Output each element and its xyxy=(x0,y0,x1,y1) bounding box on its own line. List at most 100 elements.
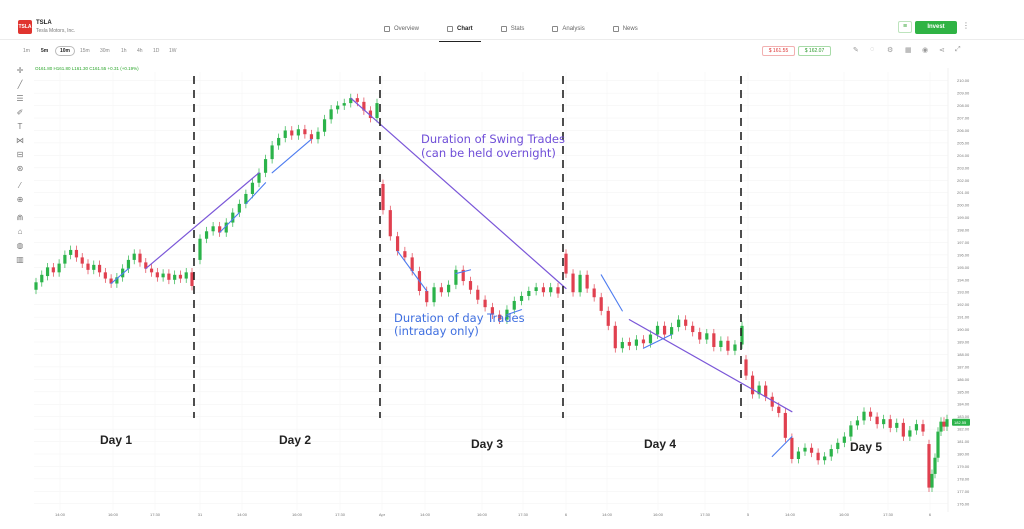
x-tick-label: 16:00 xyxy=(653,512,664,517)
candle-body xyxy=(641,339,646,344)
bull-candle xyxy=(882,414,886,429)
tab-analysis[interactable]: Analysis xyxy=(538,22,598,36)
text-icon[interactable]: T xyxy=(17,122,23,131)
bull-candle xyxy=(322,114,327,137)
measure-icon[interactable]: ⊟ xyxy=(16,150,24,159)
bear-candle xyxy=(86,259,90,275)
candle-body xyxy=(173,274,177,280)
y-tick-label: 195.00 xyxy=(957,265,970,270)
tab-label: Stats xyxy=(510,26,525,32)
bear-candle xyxy=(483,295,487,312)
bull-candle xyxy=(933,453,937,479)
timeframe-4h[interactable]: 4h xyxy=(137,48,143,54)
candle-body xyxy=(888,419,892,428)
candle-body xyxy=(290,130,294,136)
more-icon[interactable]: ⋮ xyxy=(962,21,970,30)
magnet-icon[interactable]: ⋒ xyxy=(16,213,24,222)
candle-body xyxy=(750,375,755,395)
day-annotation-line2: (intraday only) xyxy=(394,324,479,338)
timeframe-10m[interactable]: 10m xyxy=(55,46,76,56)
y-tick-label: 182.00 xyxy=(957,427,970,432)
bear-candle xyxy=(109,274,113,288)
candle-body xyxy=(80,257,84,264)
bull-candle xyxy=(930,469,934,492)
candle-body xyxy=(534,287,538,291)
candle-body xyxy=(634,339,638,346)
timeframe-1w[interactable]: 1W xyxy=(169,48,177,54)
x-tick-label: 5 xyxy=(747,512,750,517)
buy-price[interactable]: $ 162.07 xyxy=(798,46,831,56)
candle-body xyxy=(684,319,688,326)
bull-candle xyxy=(316,127,320,144)
timeframe-1d[interactable]: 1D xyxy=(153,48,160,54)
bear-candle xyxy=(490,302,494,319)
bull-candle xyxy=(936,427,940,463)
chart-grid xyxy=(34,68,949,512)
candle-body xyxy=(132,253,136,260)
bull-candle xyxy=(375,98,379,123)
timeframe-5m[interactable]: 5m xyxy=(41,48,49,54)
share-icon[interactable]: ⋖ xyxy=(939,47,945,54)
bull-candle xyxy=(796,447,801,464)
eye-icon[interactable]: ◍ xyxy=(16,241,24,250)
candle-body xyxy=(362,101,366,111)
pencil-icon[interactable]: ✎ xyxy=(853,47,859,54)
y-tick-label: 198.00 xyxy=(957,228,970,233)
bull-candle xyxy=(336,101,340,114)
candle-body xyxy=(823,456,827,461)
candle-body xyxy=(224,222,228,233)
bull-candle xyxy=(198,234,202,265)
x-tick-label: 14:00 xyxy=(420,512,431,517)
zoom-icon[interactable]: ⊕ xyxy=(16,195,24,204)
bull-candle xyxy=(342,98,346,110)
candle-body xyxy=(939,421,943,432)
crosshair-icon[interactable]: ✛ xyxy=(16,66,24,75)
y-tick-label: 179.00 xyxy=(957,464,970,469)
circle-icon[interactable]: ◌ xyxy=(870,46,875,53)
bear-candle xyxy=(921,419,925,436)
bear-candle xyxy=(564,249,568,278)
gear-icon[interactable]: ⚙ xyxy=(887,47,894,54)
timeframe-1h[interactable]: 1h xyxy=(121,48,127,54)
candle-body xyxy=(945,419,949,427)
candle-body xyxy=(541,287,546,293)
tab-label: Chart xyxy=(457,26,473,32)
candle-body xyxy=(842,436,846,443)
pattern-icon[interactable]: ⋈ xyxy=(16,136,24,145)
candle-body xyxy=(803,447,807,452)
candle-body xyxy=(468,281,473,290)
tab-stats[interactable]: Stats xyxy=(487,22,539,36)
candle-body xyxy=(368,110,373,119)
fib-icon[interactable]: ☰ xyxy=(16,94,24,103)
tab-chart[interactable]: Chart xyxy=(433,22,487,42)
y-tick-label: 178.00 xyxy=(957,476,970,481)
top-bar: TSLA TSLA Tesla Motors, Inc. Overview Ch… xyxy=(0,0,1024,42)
brush-icon[interactable]: ✐ xyxy=(16,108,24,117)
shape-icon[interactable]: ⊛ xyxy=(16,164,24,173)
timeframe-30m[interactable]: 30m xyxy=(100,48,110,54)
ruler-icon[interactable]: ⁄ xyxy=(19,181,21,190)
list-icon[interactable]: ≡ xyxy=(898,21,912,33)
y-tick-label: 186.00 xyxy=(957,377,970,382)
line-icon[interactable]: ╱ xyxy=(17,80,23,89)
calendar-icon[interactable]: ▦ xyxy=(905,47,912,54)
timeframe-1m[interactable]: 1m xyxy=(23,48,30,54)
candle-body xyxy=(316,131,320,140)
y-tick-label: 184.00 xyxy=(957,402,970,407)
timeframe-15m[interactable]: 15m xyxy=(80,48,90,54)
expand-icon[interactable]: ⤢ xyxy=(955,46,961,53)
tab-overview[interactable]: Overview xyxy=(370,22,433,36)
play-icon[interactable]: ◉ xyxy=(922,47,929,54)
grid-icon xyxy=(384,26,390,32)
trash-icon[interactable]: ▥ xyxy=(16,255,24,264)
bear-candle xyxy=(613,321,617,353)
invest-button[interactable]: Invest xyxy=(915,21,957,34)
candle-body xyxy=(40,274,44,283)
bull-candle xyxy=(283,126,287,143)
tab-news[interactable]: News xyxy=(599,22,652,36)
lock-icon[interactable]: ⌂ xyxy=(17,227,23,236)
y-tick-label: 188.00 xyxy=(957,352,970,357)
sell-price[interactable]: $ 161.55 xyxy=(762,46,795,56)
x-tick-label: 6 xyxy=(929,512,932,517)
